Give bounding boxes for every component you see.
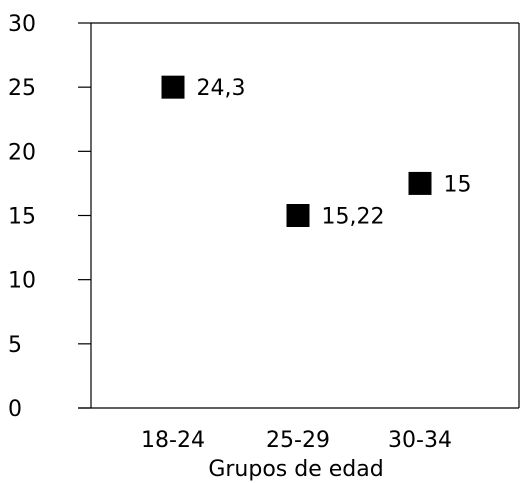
x-tick-label: 30-34	[388, 428, 452, 453]
x-tick-label: 25-29	[266, 428, 330, 453]
y-tick-label: 20	[8, 140, 36, 165]
y-tick-label: 30	[8, 12, 36, 37]
y-tick-label: 5	[8, 333, 22, 358]
data-label: 15,22	[322, 205, 385, 230]
data-point-marker	[408, 171, 432, 195]
data-label: 15	[444, 172, 472, 197]
y-tick-label: 25	[8, 76, 36, 101]
y-tick-label: 15	[8, 205, 36, 230]
data-point-marker	[286, 204, 310, 227]
y-tick-label: 0	[8, 397, 22, 422]
y-tick-label: 10	[8, 269, 36, 294]
data-point-marker	[161, 75, 185, 99]
x-tick-label: 18-24	[141, 428, 205, 453]
data-points: 24,3 15,22 15	[161, 75, 472, 230]
x-ticks: 18-24 25-29 30-34	[141, 428, 452, 453]
y-ticks: 0 5 10 15 20 25 30	[8, 12, 91, 422]
data-label: 24,3	[197, 76, 246, 101]
x-axis-title: Grupos de edad	[208, 457, 383, 482]
